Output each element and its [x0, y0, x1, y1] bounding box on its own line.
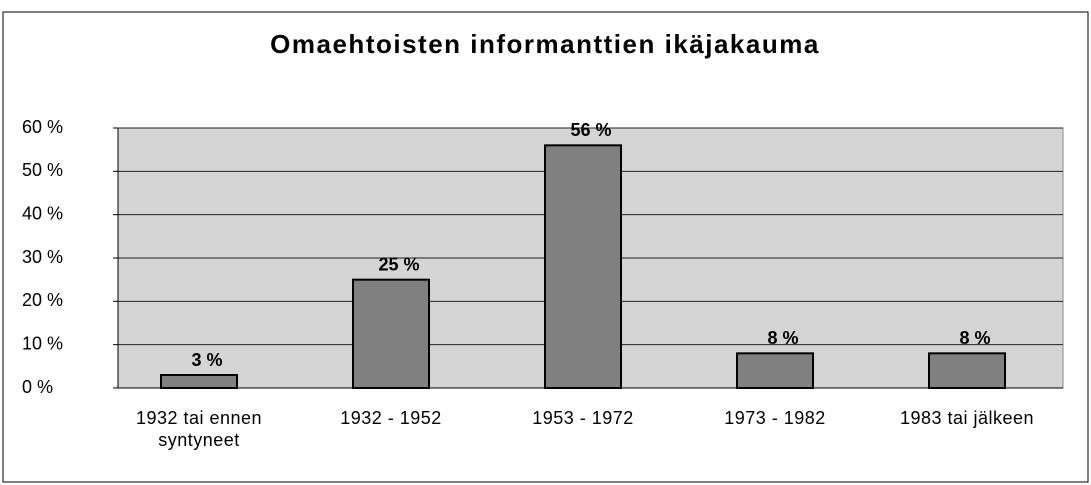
value-label: 3 % [191, 350, 222, 370]
y-tick-label: 50 % [22, 160, 63, 180]
value-label: 25 % [378, 254, 419, 274]
bar [928, 352, 1006, 390]
x-tick-label: 1973 - 1982 [724, 408, 826, 428]
y-tick-label: 20 % [22, 290, 63, 310]
x-tick-label: 1953 - 1972 [532, 408, 634, 428]
x-tick-label: 1983 tai jälkeen [899, 408, 1035, 428]
x-tick-label: 1932 - 1952 [340, 408, 442, 428]
bar [352, 278, 430, 389]
y-tick-label: 10 % [22, 333, 63, 353]
y-tick-label: 60 % [22, 117, 63, 137]
value-label: 56 % [570, 120, 611, 140]
value-label: 8 % [959, 328, 990, 348]
chart-title: Omaehtoisten informanttien ikäjakauma [270, 29, 820, 59]
y-tick-label: 30 % [22, 247, 63, 267]
y-tick-label: 0 % [22, 377, 53, 397]
x-tick-label: 1932 tai ennen syntyneet [135, 408, 263, 450]
bar [544, 144, 622, 389]
bar [736, 352, 814, 390]
bar [160, 374, 238, 389]
y-tick-label: 40 % [22, 203, 63, 223]
value-label: 8 % [767, 328, 798, 348]
